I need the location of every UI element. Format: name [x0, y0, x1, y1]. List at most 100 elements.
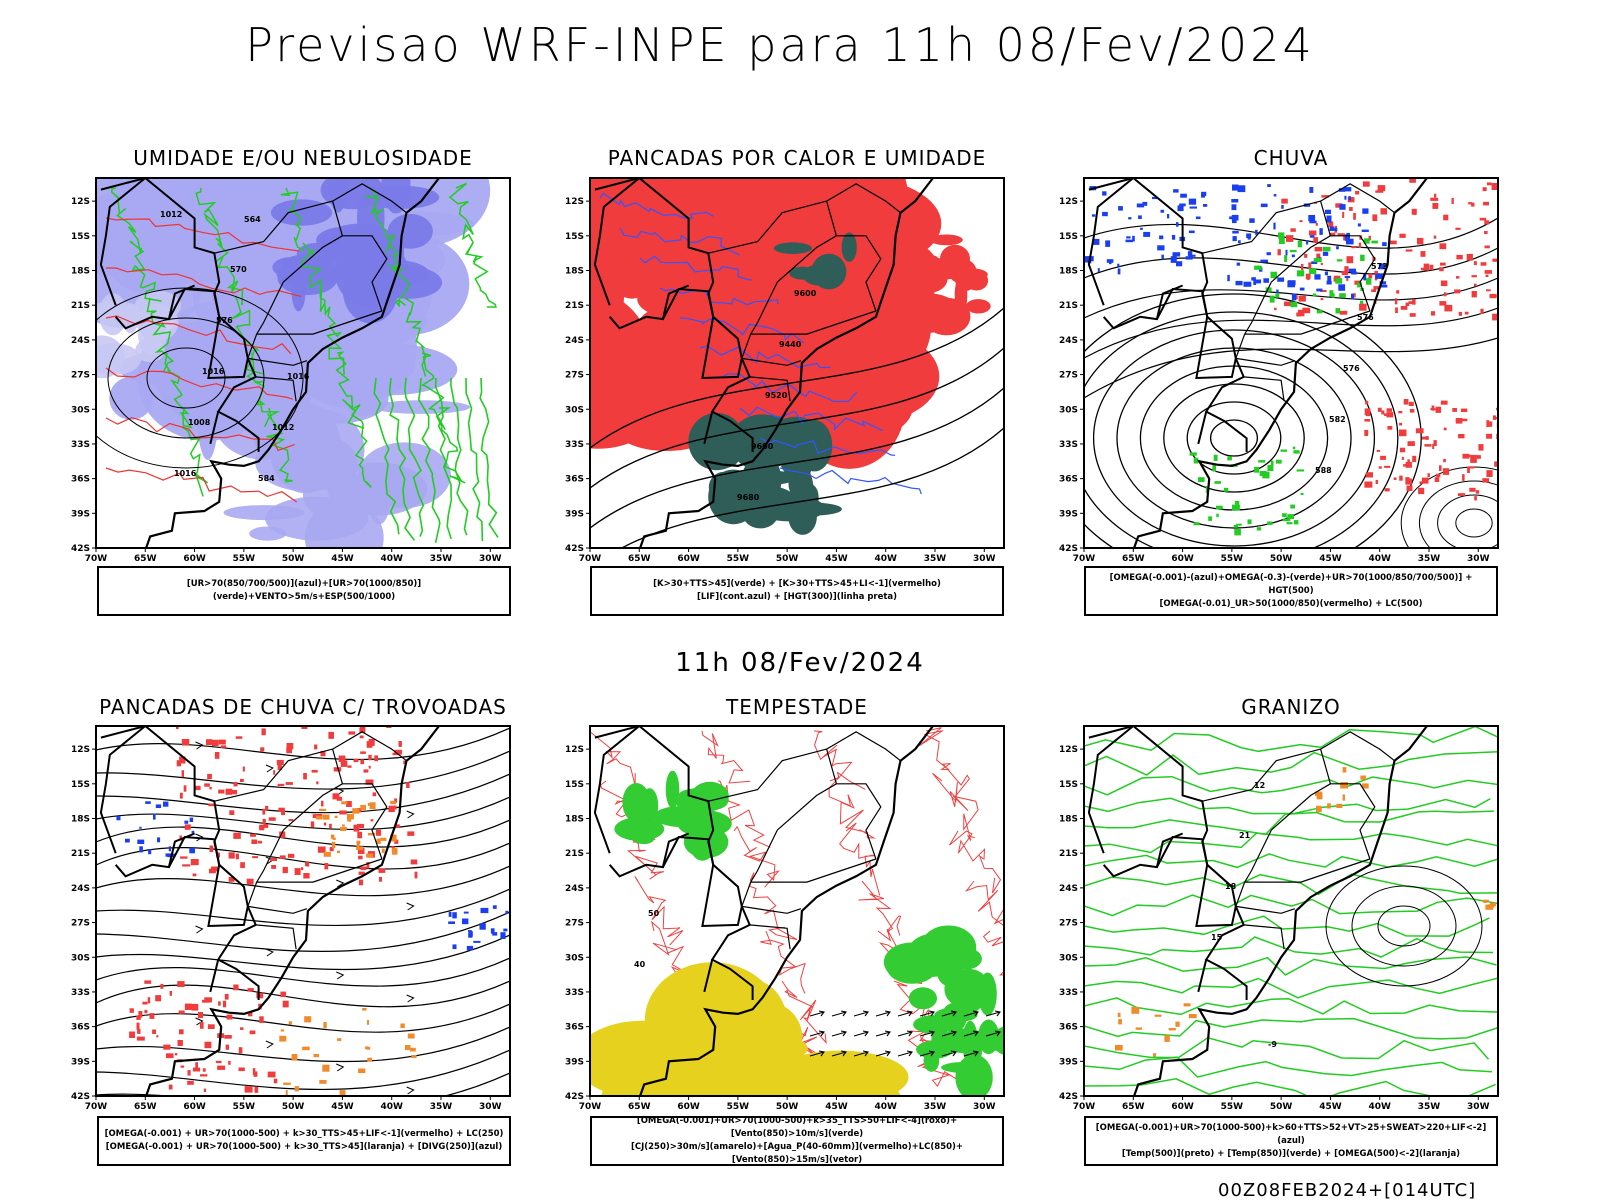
forecast-map-3: 588 582 576 576 573 12S 15S 18S 21S 24S 27S 30S 33S 3… [1059, 177, 1499, 564]
state-border [1202, 748, 1332, 831]
east-coastline [638, 726, 935, 1096]
country-border [593, 178, 640, 306]
x-tick-label: 70W [579, 1102, 602, 1112]
x-tick-label: 35W [1418, 554, 1441, 564]
contour-label: 1016 [174, 469, 197, 478]
y-tick-label: 36S [1059, 1023, 1078, 1033]
state-border [749, 281, 877, 335]
y-tick-label: 27S [1059, 371, 1078, 381]
y-tick-label: 21S [71, 849, 90, 859]
x-tick-label: 55W [1221, 1102, 1244, 1112]
x-tick-label: 60W [677, 554, 700, 564]
contour-label: 570 [230, 265, 247, 274]
x-tick-label: 50W [776, 554, 799, 564]
geography-layer [590, 178, 935, 548]
y-tick-label: 18S [565, 267, 584, 277]
x-tick-label: 40W [1368, 554, 1391, 564]
map-frame [95, 177, 511, 549]
x-tick-label: 70W [1073, 1102, 1096, 1112]
x-tick-label: 45W [331, 1102, 354, 1112]
y-tick-label: 15S [565, 232, 584, 242]
y-tick-label: 30S [1059, 953, 1078, 963]
state-border [1320, 731, 1395, 762]
geography-layer [1084, 726, 1429, 1096]
y-tick-label: 36S [565, 1023, 584, 1033]
state-border [836, 783, 882, 860]
y-tick-label: 15S [71, 780, 90, 790]
y-tick-label: 12S [1059, 197, 1078, 207]
contour-label: 588 [1315, 466, 1332, 475]
map-frame [95, 725, 511, 1097]
y-tick-label: 42S [71, 1092, 90, 1102]
y-tick-label: 24S [71, 884, 90, 894]
panel-legend: [OMEGA(-0.001)+UR>70(1000-500)+k>35_TTS>… [590, 1116, 1004, 1166]
y-tick-label: 30S [71, 405, 90, 415]
contour-label: 584 [258, 474, 275, 483]
panel-title: GRANIZO [1241, 695, 1341, 719]
x-tick-label: 65W [134, 1102, 157, 1112]
contour-label: 1016 [202, 367, 225, 376]
x-tick-label: 55W [1221, 554, 1244, 564]
country-border [1088, 726, 1237, 907]
y-tick-label: 27S [565, 919, 584, 929]
y-tick-label: 21S [565, 301, 584, 311]
x-tick-label: 40W [874, 554, 897, 564]
y-tick-label: 27S [1059, 919, 1078, 929]
geography-layer [96, 178, 441, 548]
y-tick-label: 36S [71, 475, 90, 485]
state-border [1243, 829, 1371, 883]
state-border [342, 783, 388, 860]
field-layer [1084, 726, 1498, 1096]
x-tick-label: 45W [1319, 554, 1342, 564]
x-tick-label: 65W [628, 554, 651, 564]
state-border [1243, 281, 1371, 335]
y-tick-label: 39S [1059, 1057, 1078, 1067]
country-border [168, 835, 249, 928]
geography-layer [1084, 178, 1429, 548]
map-frame [589, 177, 1005, 549]
x-tick-label: 65W [1122, 554, 1145, 564]
legend-line: [OMEGA(-0.001) + UR>70(1000-500) + k>30_… [104, 1129, 504, 1139]
x-tick-label: 30W [973, 1102, 996, 1112]
panel-legend: [OMEGA(-0.001)-(azul)+OMEGA(-0.3)-(verde… [1084, 566, 1498, 616]
y-tick-label: 21S [1059, 301, 1078, 311]
country-border [1088, 178, 1237, 359]
legend-line: [OMEGA(-0.001)-(azul)+OMEGA(-0.3)-(verde… [1109, 572, 1473, 596]
country-border [1156, 835, 1237, 928]
country-border [1197, 959, 1208, 993]
contour-label: 15 [1211, 933, 1223, 942]
x-tick-label: 60W [183, 1102, 206, 1112]
x-tick-label: 65W [628, 1102, 651, 1112]
geography-layer [590, 726, 935, 1096]
state-border [708, 200, 838, 283]
state-border [836, 235, 882, 312]
y-tick-label: 12S [565, 745, 584, 755]
y-tick-label: 18S [565, 815, 584, 825]
y-tick-label: 33S [565, 440, 584, 450]
x-tick-label: 30W [479, 554, 502, 564]
state-border [255, 829, 383, 883]
state-border [749, 376, 791, 402]
forecast-map-6: 15 18 21 12 -9 12S 15S 18S 21S 24S 27S 30S 33S 36S 39S… [1059, 725, 1499, 1112]
panel-legend: [UR>70(850/700/500)](azul)+[UR>70(1000/8… [97, 566, 511, 616]
x-tick-label: 30W [479, 1102, 502, 1112]
y-tick-label: 12S [1059, 745, 1078, 755]
contour-label: 9520 [765, 391, 788, 400]
geography-layer [96, 726, 441, 1096]
page-title: Previsao WRF-INPE para 11h 08/Fev/2024 [245, 18, 1315, 72]
x-tick-label: 60W [183, 554, 206, 564]
x-tick-label: 60W [1171, 554, 1194, 564]
x-tick-label: 70W [1073, 554, 1096, 564]
x-tick-label: 30W [1467, 1102, 1490, 1112]
state-border [246, 881, 308, 914]
panel-legend: [OMEGA(-0.001) + UR>70(1000-500) + k>30_… [97, 1116, 511, 1166]
panel-title: PANCADAS POR CALOR E UMIDADE [607, 146, 987, 170]
y-tick-label: 39S [71, 1057, 90, 1067]
x-tick-label: 35W [1418, 1102, 1441, 1112]
state-border [246, 333, 308, 366]
y-tick-label: 33S [1059, 988, 1078, 998]
y-tick-label: 21S [565, 849, 584, 859]
country-border [1102, 832, 1183, 878]
y-tick-label: 27S [71, 919, 90, 929]
y-tick-label: 24S [71, 336, 90, 346]
